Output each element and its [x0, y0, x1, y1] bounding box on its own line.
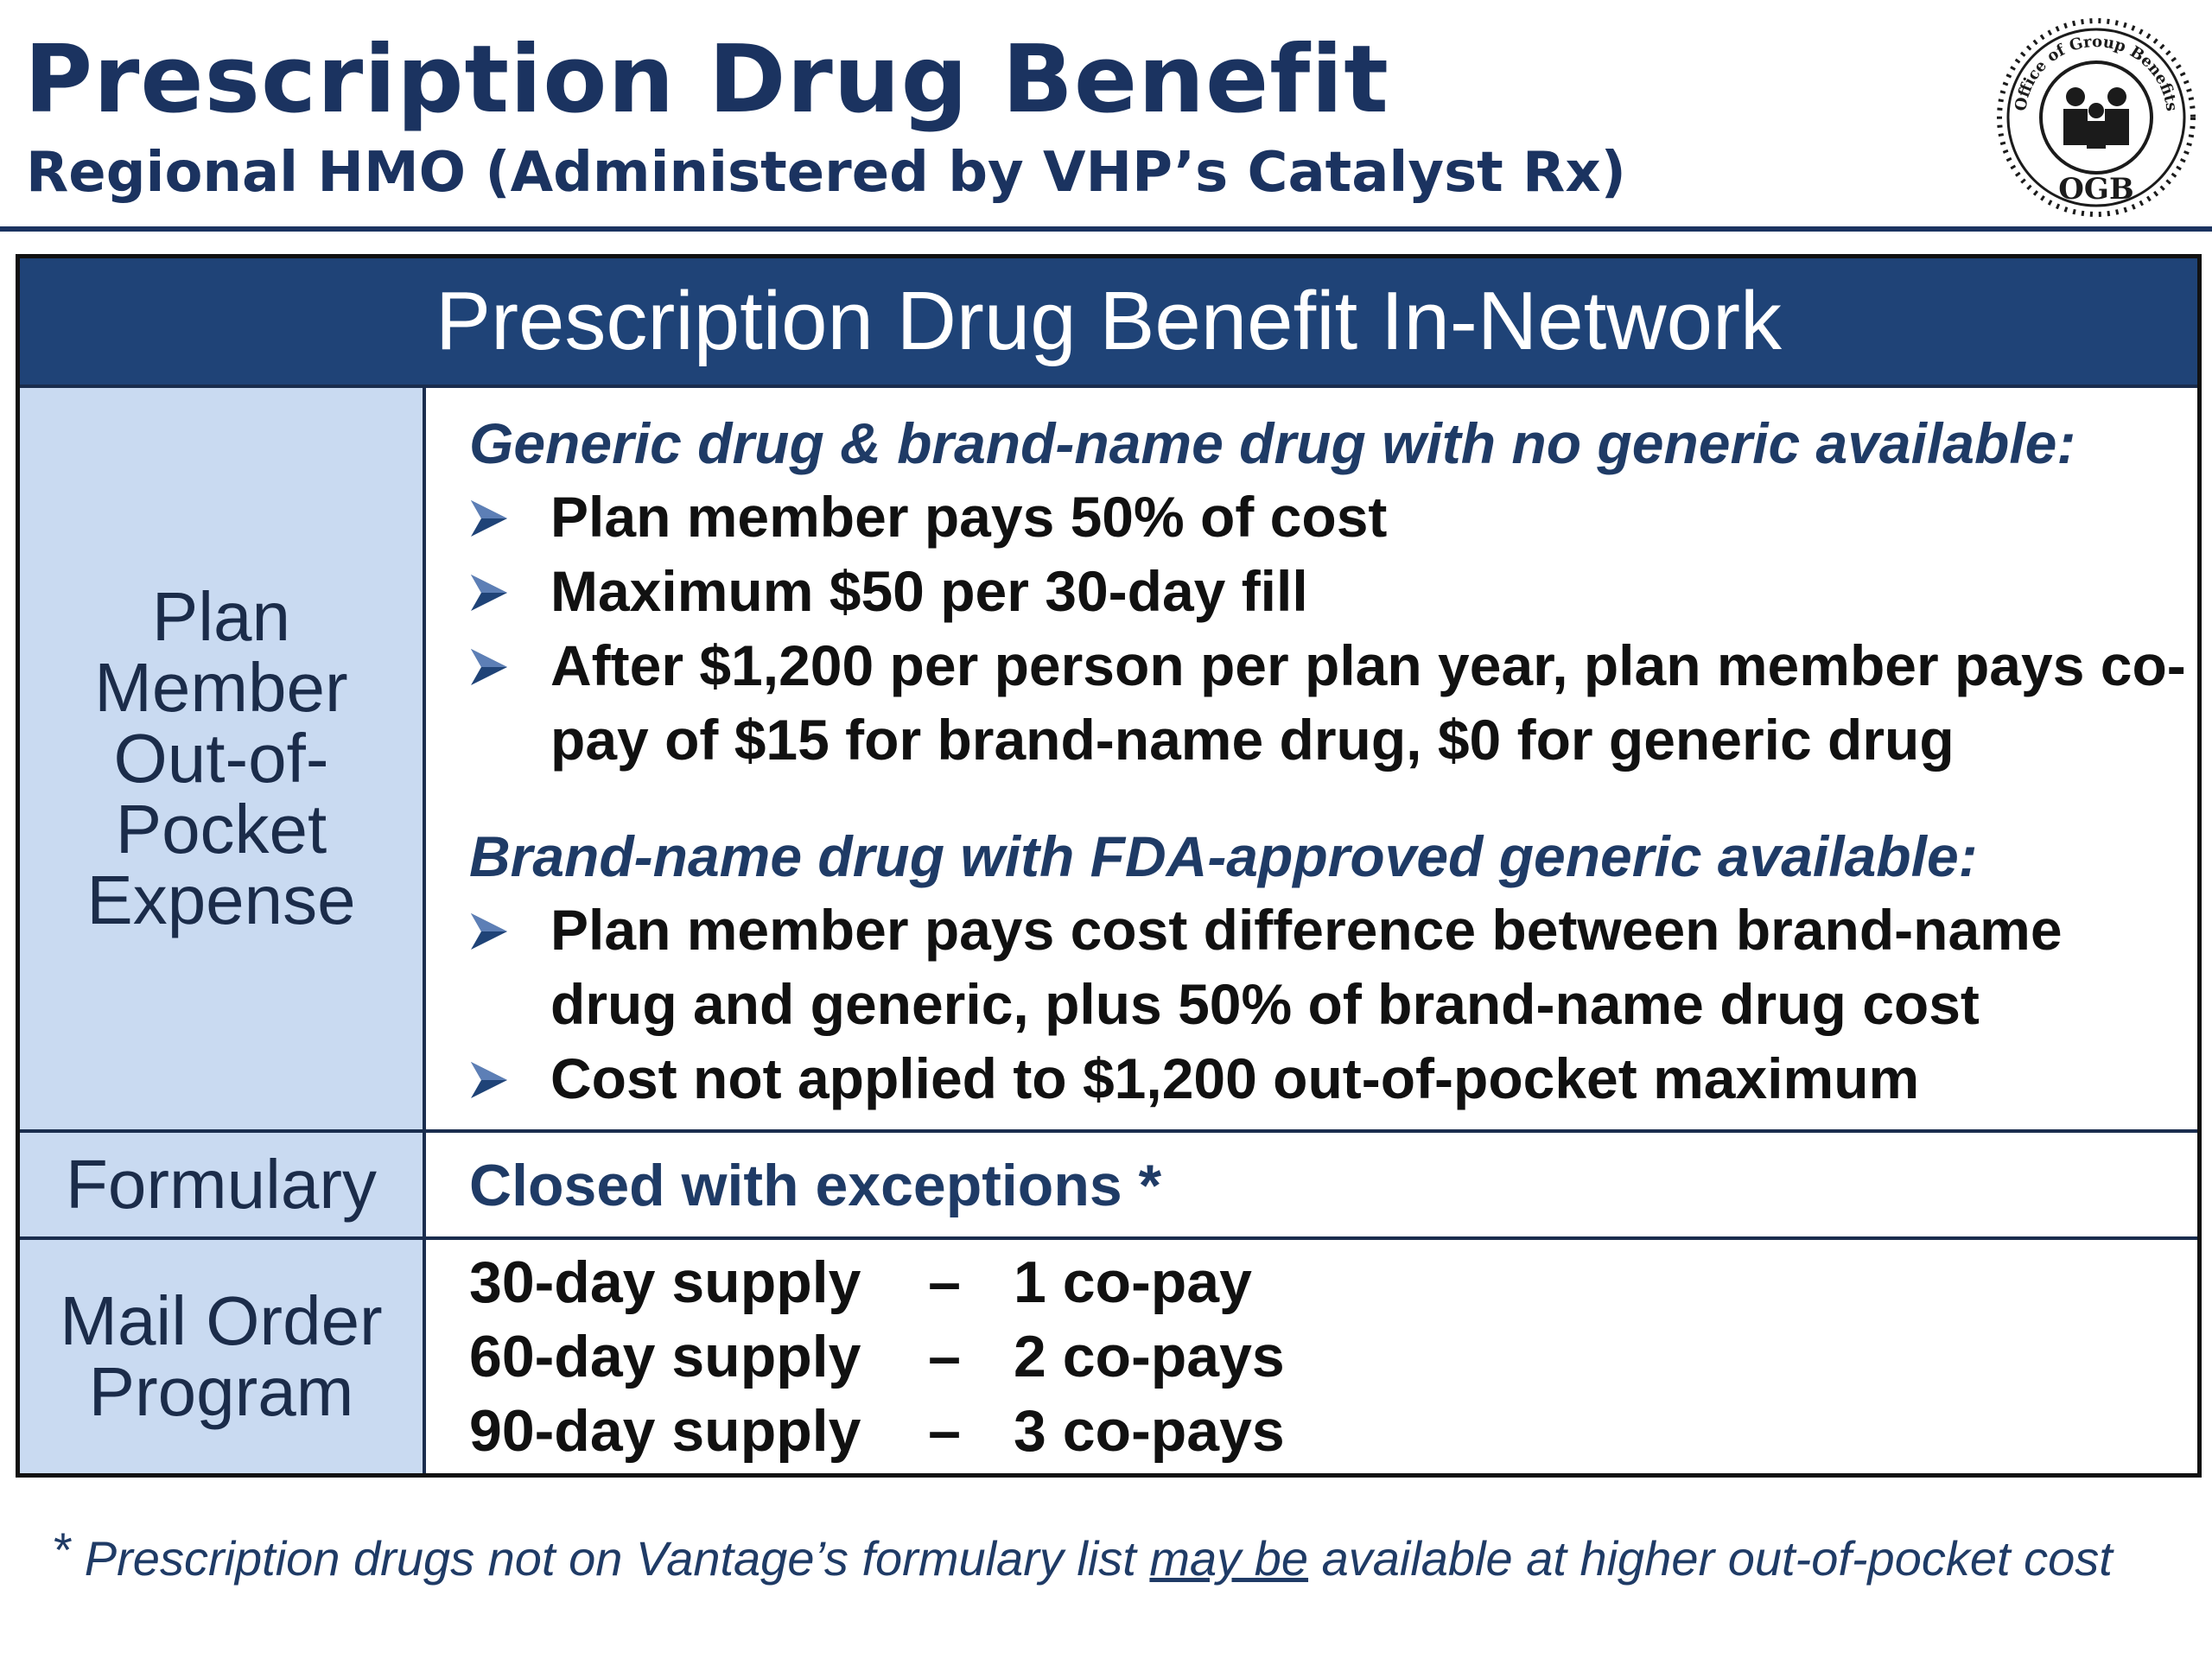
footnote-asterisk: * — [54, 1522, 73, 1577]
brand-bullet-list: Plan member pays cost difference between… — [469, 893, 2197, 1116]
arrow-bullet-icon — [471, 1062, 507, 1098]
list-item: 30-day supply – 1 co-pay — [469, 1245, 1285, 1319]
footnote-text-start: Prescription drugs not on Vantage’s form… — [84, 1531, 1150, 1586]
bullet-text: After $1,200 per person per plan year, p… — [550, 633, 2186, 772]
table-row-out-of-pocket: Plan Member Out-of- Pocket Expense Gener… — [20, 388, 2197, 1133]
copay-count: 2 co-pays — [1014, 1324, 1285, 1389]
logo-bottom-text: OGB — [2058, 172, 2133, 207]
row-label-cell: Plan Member Out-of- Pocket Expense — [20, 388, 426, 1129]
list-item: After $1,200 per person per plan year, p… — [469, 628, 2197, 777]
row-label-out-of-pocket: Plan Member Out-of- Pocket Expense — [86, 578, 356, 938]
list-item: 90-day supply – 3 co-pays — [469, 1394, 1285, 1468]
supply-days: 90-day supply — [469, 1398, 861, 1464]
table-heading: Prescription Drug Benefit In-Network — [435, 275, 1782, 367]
dash-separator: – — [928, 1249, 961, 1315]
footnote-text-end: available at higher out-of-pocket cost — [1308, 1531, 2113, 1586]
arrow-bullet-icon — [471, 913, 507, 950]
row-content-cell: Generic drug & brand-name drug with no g… — [426, 388, 2197, 1129]
table-row-formulary: Formulary Closed with exceptions * — [20, 1133, 2197, 1240]
supply-days: 30-day supply — [469, 1249, 861, 1315]
table-heading-band: Prescription Drug Benefit In-Network — [20, 258, 2197, 388]
supply-days: 60-day supply — [469, 1324, 861, 1389]
copay-count: 3 co-pays — [1014, 1398, 1285, 1464]
bullet-text: Cost not applied to $1,200 out-of-pocket… — [550, 1046, 1920, 1110]
arrow-bullet-icon — [471, 500, 507, 537]
mail-order-list: 30-day supply – 1 co-pay 60-day supply –… — [469, 1245, 1285, 1468]
list-item: Plan member pays cost difference between… — [469, 893, 2197, 1041]
list-item: Plan member pays 50% of cost — [469, 480, 2197, 554]
arrow-bullet-icon — [471, 649, 507, 685]
row-label-formulary: Formulary — [65, 1146, 378, 1223]
row-content-cell: 30-day supply – 1 co-pay 60-day supply –… — [426, 1240, 2197, 1473]
list-item: 60-day supply – 2 co-pays — [469, 1319, 1285, 1394]
list-item: Maximum $50 per 30-day fill — [469, 554, 2197, 628]
benefit-table: Prescription Drug Benefit In-Network Pla… — [16, 254, 2202, 1478]
section-heading-brand: Brand-name drug with FDA-approved generi… — [469, 824, 1978, 888]
dash-separator: – — [928, 1398, 961, 1464]
slide-header: Prescription Drug Benefit Regional HMO (… — [0, 0, 2212, 232]
footnote-underlined-text: may be — [1149, 1531, 1309, 1586]
bullet-text: Plan member pays 50% of cost — [550, 485, 1388, 549]
brand-drug-section: Brand-name drug with FDA-approved generi… — [469, 820, 2197, 1116]
family-icon — [2063, 87, 2129, 149]
dash-separator: – — [928, 1324, 961, 1389]
row-content-cell: Closed with exceptions * — [426, 1133, 2197, 1236]
header-rule — [0, 226, 2212, 232]
seal-star-ring — [1997, 18, 2196, 217]
row-label-mail-order: Mail Order Program — [60, 1282, 383, 1430]
logo-top-text: Office of Group Benefits — [2012, 33, 2181, 112]
row-label-cell: Formulary — [20, 1133, 426, 1236]
page-title: Prescription Drug Benefit — [24, 26, 1389, 134]
generic-drug-section: Generic drug & brand-name drug with no g… — [469, 407, 2197, 777]
generic-bullet-list: Plan member pays 50% of cost Maximum $50… — [469, 480, 2197, 777]
footnote: * Prescription drugs not on Vantage’s for… — [54, 1522, 2113, 1592]
bullet-text: Maximum $50 per 30-day fill — [550, 559, 1308, 623]
section-heading-generic: Generic drug & brand-name drug with no g… — [469, 411, 2076, 475]
bullet-text: Plan member pays cost difference between… — [550, 898, 2063, 1036]
row-label-cell: Mail Order Program — [20, 1240, 426, 1473]
list-item: Cost not applied to $1,200 out-of-pocket… — [469, 1041, 2197, 1116]
formulary-value: Closed with exceptions * — [469, 1153, 1162, 1218]
copay-count: 1 co-pay — [1014, 1249, 1252, 1315]
ogb-logo: Office of Group Benefits OGB — [1997, 18, 2196, 217]
arrow-bullet-icon — [471, 575, 507, 611]
page-subtitle: Regional HMO (Administered by VHP’s Cata… — [26, 141, 1626, 205]
table-row-mail-order: Mail Order Program 30-day supply – 1 co-… — [20, 1240, 2197, 1473]
